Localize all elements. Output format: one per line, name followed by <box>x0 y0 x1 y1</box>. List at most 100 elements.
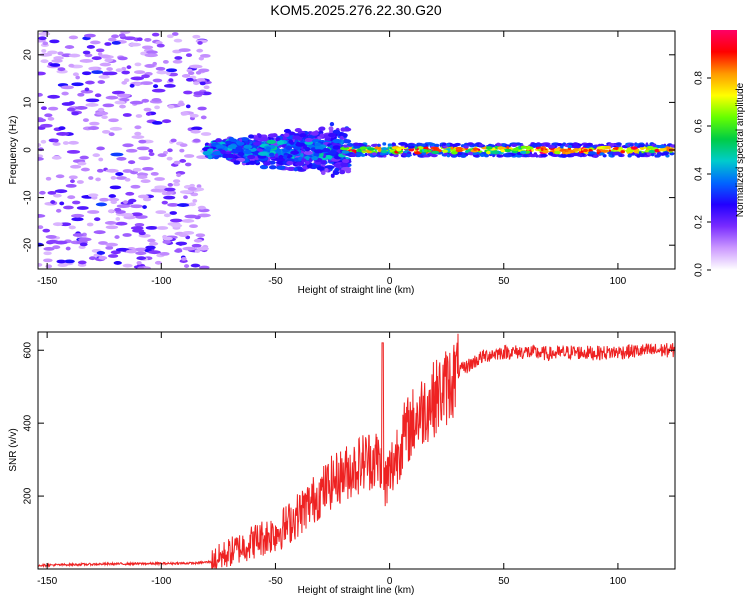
spectrogram-cell <box>131 135 145 139</box>
spectrogram-cell <box>396 148 402 152</box>
spectrogram-cell <box>497 146 506 150</box>
spectrogram-cell <box>542 149 549 154</box>
spectrogram-cell <box>311 156 319 161</box>
spectrogram-cell <box>286 160 294 166</box>
spectrogram-cell <box>226 153 236 159</box>
y-tick-label: 0 <box>23 147 34 153</box>
spectrogram-cell <box>572 145 581 149</box>
spectrogram-cell <box>123 78 130 83</box>
spectrogram-cell <box>111 40 121 45</box>
spectrogram-cell <box>130 204 143 209</box>
colorbar-label: Normalized spectral amplitude <box>735 82 746 217</box>
spectrogram-cell <box>196 48 204 53</box>
spectrogram-cell <box>215 144 225 149</box>
spectrogram-cell <box>340 127 346 132</box>
spectrogram-cell <box>110 176 117 180</box>
spectrogram-cell <box>185 77 194 82</box>
spectrogram-cell <box>136 260 142 265</box>
spectrogram-cell <box>56 132 70 136</box>
spectrogram-cell <box>391 142 396 146</box>
spectrogram-cell <box>178 233 188 238</box>
spectrogram-cell <box>433 143 440 148</box>
spectrogram-cell <box>47 94 61 99</box>
spectrogram-cell <box>290 150 300 155</box>
spectrogram-cell <box>547 144 555 149</box>
spectrogram-cell <box>371 152 377 156</box>
spectrogram-cell <box>670 144 675 148</box>
spectrogram-cell <box>321 148 331 153</box>
spectrogram-cell <box>40 106 47 111</box>
spectrogram-cell <box>298 136 303 141</box>
spectrogram-cell <box>64 45 75 49</box>
spectrogram-cell <box>655 154 661 158</box>
spectrogram-cell <box>452 143 458 148</box>
spectrogram-cell <box>89 40 101 45</box>
spectrogram-y-label: Frequency (Hz) <box>8 116 19 185</box>
colorbar: 0.0 0.2 0.4 0.6 0.8 Normalized spectral ampl… <box>694 30 746 277</box>
spectrogram-cell <box>198 56 204 61</box>
spectrogram-cell <box>122 113 132 117</box>
spectrogram-cell <box>71 82 84 87</box>
spectrogram-cell <box>183 154 195 158</box>
spectrogram-cell <box>117 93 131 98</box>
spectrogram-cell <box>108 118 119 123</box>
spectrogram-cell <box>283 128 292 134</box>
spectrogram-cell <box>189 113 199 118</box>
spectrogram-cell <box>125 191 135 196</box>
spectrogram-cell <box>165 71 171 76</box>
spectrogram-cell <box>248 134 255 139</box>
spectrogram-cell <box>154 105 160 110</box>
spectrogram-cell <box>96 251 106 255</box>
spectrogram-cell <box>61 102 74 106</box>
spectrogram-cell <box>80 167 90 172</box>
spectrogram-cell <box>61 91 69 96</box>
spectrogram-cell <box>59 222 72 227</box>
spectrogram-cell <box>68 140 79 145</box>
spectrogram-cell <box>188 202 197 207</box>
spectrogram-cell <box>177 203 190 207</box>
x-tick-label: 50 <box>498 276 510 287</box>
spectrogram-cell <box>87 210 100 214</box>
spectrogram-cell <box>43 258 53 263</box>
spectrogram-cell <box>531 148 534 152</box>
spectrogram-cell <box>236 140 241 145</box>
spectrogram-cell <box>450 146 454 150</box>
spectrogram-cell <box>247 154 256 160</box>
spectrogram-cell <box>295 161 305 166</box>
spectrogram-cell <box>304 160 310 165</box>
spectrogram-cell <box>138 139 147 144</box>
spectrogram-cell <box>156 43 165 48</box>
spectrogram-cell <box>72 200 81 205</box>
spectrogram-cell <box>193 91 205 96</box>
spectrogram-cell <box>104 58 114 63</box>
spectrogram-cell <box>105 245 114 250</box>
spectrogram-cell <box>341 150 350 154</box>
spectrogram-cell <box>122 169 133 173</box>
spectrogram-cell <box>95 111 109 116</box>
spectrogram-cell <box>433 146 438 151</box>
spectrogram-cell <box>144 64 155 68</box>
spectrogram-cell <box>181 74 191 78</box>
spectrogram-cell <box>616 142 622 146</box>
spectrogram-cell <box>125 249 137 254</box>
spectrogram-cell <box>38 92 43 97</box>
spectrogram-cell <box>660 152 669 156</box>
spectrogram-cell <box>54 240 68 245</box>
spectrogram-cell <box>612 151 622 156</box>
spectrogram-cell <box>132 228 145 233</box>
spectrogram-cell <box>71 111 80 116</box>
spectrogram-cell <box>257 151 269 156</box>
spectrogram-cell <box>352 142 360 146</box>
spectrogram-cell <box>199 81 206 86</box>
spectrogram-cell <box>197 106 207 111</box>
spectrogram-cell <box>150 188 161 193</box>
spectrogram-cell <box>102 103 115 108</box>
spectrogram-cell <box>620 150 625 154</box>
spectrogram-cell <box>342 139 352 144</box>
spectrogram-cell <box>136 256 147 261</box>
spectrogram-cell <box>79 155 89 160</box>
spectrogram-cell <box>114 235 120 239</box>
spectrogram-cell <box>108 197 120 202</box>
